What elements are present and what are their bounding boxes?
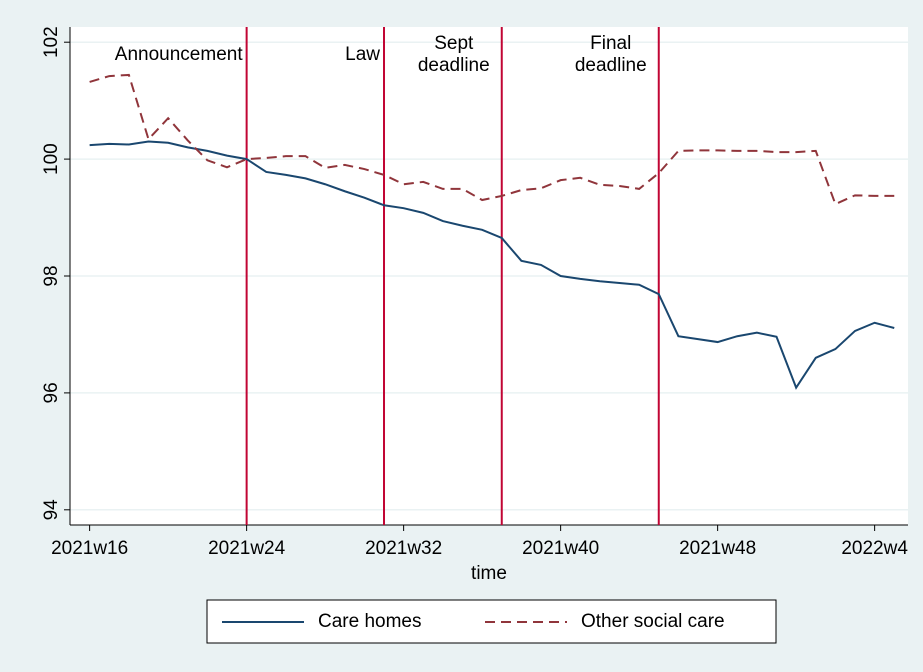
- event-label: Sept: [434, 33, 474, 54]
- event-label: Final: [590, 33, 631, 54]
- x-tick-label: 2021w32: [365, 538, 442, 559]
- x-tick-label: 2021w40: [522, 538, 599, 559]
- event-label: Law: [345, 44, 380, 65]
- x-axis-label: time: [471, 563, 507, 584]
- x-tick-label: 2022w4: [841, 538, 908, 559]
- x-tick-label: 2021w16: [51, 538, 128, 559]
- legend-label: Other social care: [581, 611, 725, 632]
- x-tick-label: 2021w48: [679, 538, 756, 559]
- event-label: Announcement: [115, 44, 244, 65]
- series-line: [89, 73, 895, 206]
- y-tick-label: 94: [41, 499, 62, 521]
- y-tick-label: 96: [41, 382, 62, 403]
- x-tick-label: 2021w24: [208, 538, 286, 559]
- y-tick-label: 98: [41, 265, 62, 286]
- legend-label: Care homes: [318, 611, 422, 632]
- series-line: [89, 140, 895, 390]
- event-label: deadline: [575, 55, 647, 76]
- event-label: deadline: [418, 55, 490, 76]
- y-tick-label: 102: [41, 26, 62, 58]
- y-tick-label: 100: [41, 143, 62, 175]
